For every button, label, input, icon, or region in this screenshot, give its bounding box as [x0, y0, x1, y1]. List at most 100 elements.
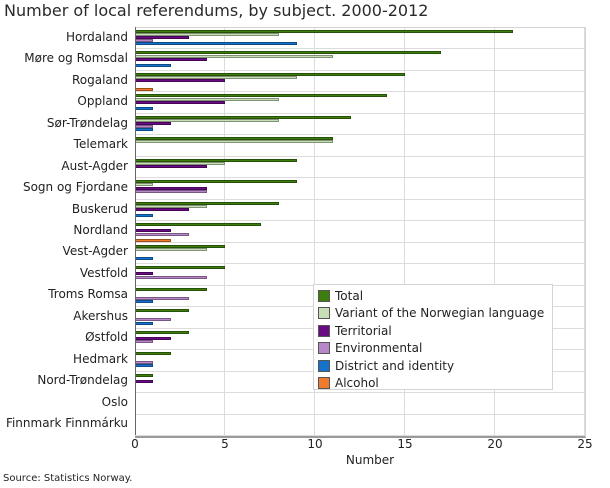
- bar-territorial[interactable]: [135, 207, 189, 211]
- legend-label: Environmental: [335, 341, 423, 356]
- bar-total[interactable]: [135, 309, 189, 313]
- legend-label: Territorial: [335, 323, 392, 338]
- bar-district-and-identity[interactable]: [135, 257, 153, 261]
- category-row: [135, 415, 585, 436]
- category-row: [135, 92, 585, 114]
- legend-swatch: [318, 377, 330, 390]
- y-tick-label: Møre og Romsdal: [24, 51, 128, 66]
- bar-variant-of-the-norwegian-language[interactable]: [135, 247, 207, 251]
- bar-total[interactable]: [135, 373, 153, 377]
- legend-swatch: [318, 342, 330, 355]
- y-tick-label: Akershus: [73, 308, 128, 323]
- bar-territorial[interactable]: [135, 165, 207, 169]
- legend-item[interactable]: Total: [318, 287, 548, 305]
- x-tick-label: 15: [397, 437, 413, 451]
- bar-district-and-identity[interactable]: [135, 321, 153, 325]
- bar-total[interactable]: [135, 266, 225, 270]
- legend-swatch: [318, 324, 330, 337]
- category-row: [135, 135, 585, 157]
- bar-district-and-identity[interactable]: [135, 128, 153, 132]
- bar-district-and-identity[interactable]: [135, 364, 153, 368]
- y-tick-label: Telemark: [73, 137, 128, 152]
- bar-district-and-identity[interactable]: [135, 42, 297, 46]
- y-tick-label: Østfold: [85, 330, 128, 345]
- bar-environmental[interactable]: [135, 339, 153, 343]
- bar-territorial[interactable]: [135, 379, 153, 383]
- category-row: [135, 221, 585, 243]
- bar-alcohol[interactable]: [135, 238, 171, 242]
- legend-swatch: [318, 359, 330, 372]
- category-row: [135, 178, 585, 200]
- bar-district-and-identity[interactable]: [135, 300, 153, 304]
- bar-total[interactable]: [135, 330, 189, 334]
- legend-item[interactable]: Territorial: [318, 322, 548, 340]
- y-tick-label: Nord-Trøndelag: [37, 373, 128, 388]
- legend-label: Alcohol: [335, 376, 379, 391]
- y-tick-label: Troms Romsa: [48, 287, 128, 302]
- y-tick-label: Sogn og Fjordane: [22, 180, 128, 195]
- y-tick-label: Oslo: [101, 394, 128, 409]
- legend-label: Variant of the Norwegian language: [335, 306, 545, 321]
- chart-title: Number of local referendums, by subject.…: [4, 1, 429, 20]
- category-row: [135, 393, 585, 415]
- y-tick-label: Hedmark: [73, 351, 128, 366]
- y-tick-label: Finnmark Finnmárku: [5, 416, 128, 431]
- bar-territorial[interactable]: [135, 79, 225, 83]
- bar-territorial[interactable]: [135, 100, 225, 104]
- x-tick-label: 10: [307, 437, 323, 451]
- y-tick-label: Aust-Agder: [61, 158, 128, 173]
- bar-variant-of-the-norwegian-language[interactable]: [135, 140, 333, 144]
- category-row: [135, 264, 585, 286]
- source-note: Source: Statistics Norway.: [3, 473, 133, 484]
- legend-label: Total: [335, 288, 364, 303]
- grid-line: [494, 28, 495, 436]
- x-tick-label: 20: [487, 437, 503, 451]
- category-row: [135, 28, 585, 50]
- legend-swatch: [318, 289, 330, 302]
- y-tick-label: Rogaland: [71, 72, 128, 87]
- legend-item[interactable]: Variant of the Norwegian language: [318, 305, 548, 323]
- bar-environmental[interactable]: [135, 232, 189, 236]
- bar-environmental[interactable]: [135, 275, 207, 279]
- legend: Total Variant of the Norwegian language Te…: [313, 284, 553, 390]
- y-tick-label: Vestfold: [79, 265, 128, 280]
- category-row: [135, 114, 585, 136]
- y-tick-label: Vest-Agder: [62, 244, 128, 259]
- y-tick-label: Hordaland: [66, 29, 128, 44]
- bar-total[interactable]: [135, 287, 207, 291]
- legend-swatch: [318, 307, 330, 320]
- category-row: [135, 71, 585, 93]
- grid-line: [314, 28, 315, 436]
- y-axis-line: [135, 27, 136, 435]
- x-tick-label: 25: [577, 437, 593, 451]
- category-row: [135, 200, 585, 222]
- legend-item[interactable]: Alcohol: [318, 375, 548, 393]
- bar-environmental[interactable]: [135, 189, 207, 193]
- grid-line: [584, 28, 585, 436]
- y-tick-label: Buskerud: [71, 201, 128, 216]
- grid-line: [224, 28, 225, 436]
- bar-total[interactable]: [135, 352, 171, 356]
- bar-territorial[interactable]: [135, 57, 207, 61]
- category-row: [135, 243, 585, 265]
- legend-item[interactable]: Environmental: [318, 340, 548, 358]
- grid-line: [404, 28, 405, 436]
- y-tick-label: Nordland: [73, 223, 128, 237]
- bar-total[interactable]: [135, 223, 261, 227]
- legend-item[interactable]: District and identity: [318, 357, 548, 375]
- bar-district-and-identity[interactable]: [135, 63, 171, 67]
- legend-label: District and identity: [335, 358, 455, 373]
- category-row: [135, 372, 585, 394]
- y-tick-label: Oppland: [77, 94, 128, 109]
- x-axis-label: Number: [345, 453, 395, 467]
- bar-district-and-identity[interactable]: [135, 214, 153, 218]
- bar-district-and-identity[interactable]: [135, 106, 153, 110]
- plot-area: [135, 27, 586, 438]
- bar-alcohol[interactable]: [135, 88, 153, 92]
- x-tick-label: 5: [221, 437, 229, 451]
- bar-total[interactable]: [135, 180, 297, 184]
- y-tick-label: Sør-Trøndelag: [46, 115, 128, 130]
- category-row: [135, 157, 585, 179]
- category-row: [135, 49, 585, 71]
- x-tick-label: 0: [131, 437, 139, 451]
